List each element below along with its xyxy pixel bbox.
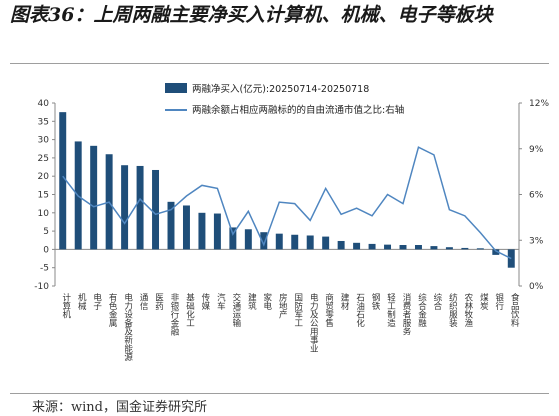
category-label: 综合 [432,292,442,311]
bar [260,232,268,250]
category-label: 食品饮料 [509,292,519,328]
legend-line-label: 两融余额占相应两融标的的自由流通市值之比:右轴 [192,104,404,116]
y-tick-label: -10 [34,282,49,292]
y-tick-label: 40 [38,99,50,109]
bar [461,247,469,250]
y-tick-label: 0 [43,245,49,255]
bar [492,249,500,255]
category-label: 石油石化 [355,293,365,328]
category-label: 轻工制造 [386,292,396,328]
category-label: 交通运输 [231,292,241,328]
source-note: 来源：wind，国金证券研究所 [32,400,207,415]
bar [430,246,438,250]
legend-bar-label: 两融净买入(亿元):20250714-20250718 [192,83,369,95]
category-label: 纺织服装 [447,292,457,328]
y2-tick-label: 9% [529,145,544,155]
category-label: 家电 [262,292,272,310]
category-label: 商贸零售 [324,292,334,328]
bar [152,169,160,250]
bar [291,234,299,250]
category-label: 有色金属 [107,292,117,328]
category-label: 计算机 [61,292,71,319]
category-label: 传媒 [200,292,210,311]
y-tick-label: 25 [38,154,49,164]
bar [182,205,190,250]
bar [337,240,345,250]
bar [167,201,175,250]
category-label: 建筑 [246,292,256,311]
y-tick-label: 35 [38,117,49,127]
ratio-line [62,146,512,260]
category-label: 非银行金融 [169,292,179,336]
line-series [62,146,512,260]
bar [399,245,407,250]
category-label: 煤炭 [478,292,488,311]
category-label: 综合金融 [416,292,426,328]
category-label: 建材 [339,292,349,310]
bar [384,244,392,250]
category-label: 电子 [92,292,102,310]
category-labels: 计算机 机械 电子 有色金属 电力设备及新能源 通信 医药 非银行金融 基础化工 传媒 汽车 交通运输… [61,292,520,362]
footer-divider [10,393,549,394]
y-tick-label: 10 [38,209,50,219]
y2-tick-label: 6% [529,191,544,201]
category-label: 机械 [76,292,86,311]
bar-series [59,112,515,268]
category-label: 消费者服务 [401,292,411,336]
chart-legend: 两融净买入(亿元):20250714-20250718 两融余额占相应两融标的的… [165,83,404,116]
bar [353,242,361,250]
bar [90,145,98,250]
category-label: 汽车 [215,292,225,311]
category-label: 电力设备及新能源 [123,292,133,362]
y2-tick-label: 0% [529,282,544,292]
category-label: 电力及公用事业 [308,292,318,352]
bar [322,236,330,250]
legend-bar-swatch [165,83,187,93]
y-tick-label: 5 [43,227,49,237]
header-divider [10,63,549,64]
bar [121,165,129,250]
bar [229,227,237,250]
bar [368,243,376,250]
category-label: 国防军工 [293,293,303,327]
category-label: 基础化工 [184,292,194,327]
chart-axes: -10 -5 0 5 10 15 20 25 30 35 40 0% 3% 6% 9% 12% [34,99,549,292]
y-tick-label: 20 [38,172,50,182]
bar [275,233,283,250]
bar [306,235,314,250]
bar [414,245,422,250]
y2-tick-label: 12% [529,99,549,109]
bar [136,165,144,250]
bar [445,247,453,250]
bar [213,213,221,250]
category-label: 通信 [138,292,148,311]
category-label: 医药 [154,293,164,311]
y-tick-label: 15 [38,191,49,201]
category-label: 银行 [494,292,504,311]
bar [244,229,252,250]
y-tick-label: 30 [38,136,50,146]
bar [59,112,67,250]
category-label: 房地产 [277,292,287,319]
category-label: 钢铁 [370,292,380,311]
bar [198,212,206,250]
y-tick-label: -5 [40,264,49,274]
bar [476,248,484,250]
category-label: 农林牧渔 [463,292,473,327]
chart-title: 图表36：上周两融主要净买入计算机、机械、电子等板块 [10,4,493,26]
y2-tick-label: 3% [529,236,544,246]
